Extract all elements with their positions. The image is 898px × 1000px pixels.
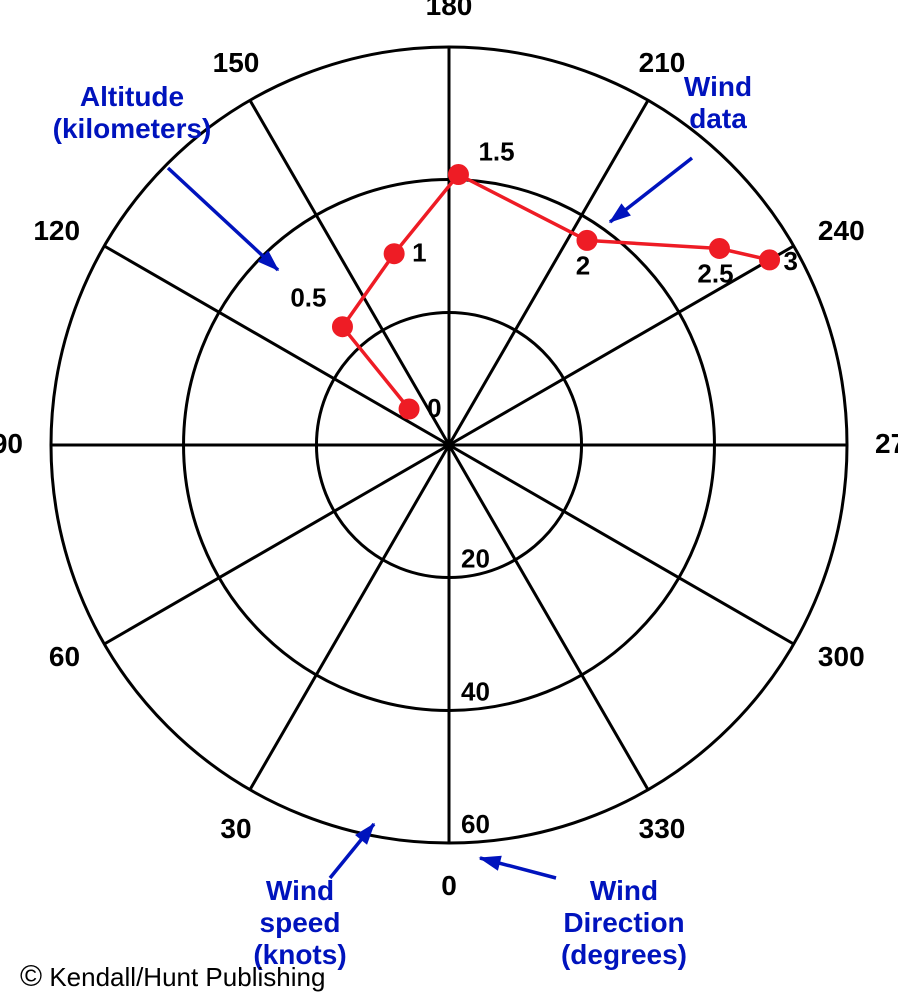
annotation-altitude-text: (kilometers) bbox=[53, 113, 212, 144]
ring-label: 60 bbox=[461, 809, 490, 839]
spoke bbox=[449, 246, 794, 445]
annotation-wind-direction: WindDirection(degrees) bbox=[480, 856, 687, 970]
ring-label: 20 bbox=[461, 544, 490, 574]
copyright-group: © Kendall/Hunt Publishing bbox=[20, 960, 325, 993]
data-point bbox=[384, 244, 404, 264]
polar-plot-svg: 0306090120150180210240270300330 204060 0… bbox=[0, 0, 898, 1000]
ring-label-group: 20 40 60 bbox=[461, 544, 490, 839]
angle-label: 330 bbox=[639, 813, 686, 844]
spoke bbox=[104, 445, 449, 644]
annotation-altitude-text: Altitude bbox=[80, 81, 184, 112]
angle-label: 90 bbox=[0, 428, 23, 459]
annotation-wind-speed-text: Wind bbox=[266, 875, 334, 906]
angle-label: 120 bbox=[33, 215, 80, 246]
data-point bbox=[332, 317, 352, 337]
angle-label: 300 bbox=[818, 641, 865, 672]
data-point-label: 2 bbox=[576, 250, 590, 280]
data-point-label: 0 bbox=[427, 393, 441, 423]
spoke bbox=[449, 445, 794, 644]
angle-label: 240 bbox=[818, 215, 865, 246]
angle-label: 60 bbox=[49, 641, 80, 672]
angle-label: 210 bbox=[639, 47, 686, 78]
angle-label: 30 bbox=[220, 813, 251, 844]
annotation-wind-direction-text: (degrees) bbox=[561, 939, 687, 970]
altitude-arrow-shaft bbox=[168, 168, 278, 270]
annotation-wind-direction-text: Wind bbox=[590, 875, 658, 906]
angle-label: 270 bbox=[875, 428, 898, 459]
angle-label: 0 bbox=[441, 870, 457, 901]
data-point-label: 2.5 bbox=[697, 258, 733, 288]
data-point bbox=[577, 230, 597, 250]
data-point-label: 0.5 bbox=[290, 283, 326, 313]
data-point bbox=[760, 250, 780, 270]
spoke-group bbox=[51, 47, 847, 843]
ring-label: 40 bbox=[461, 676, 490, 706]
data-point-label: 3 bbox=[784, 246, 798, 276]
wind-direction-arrow-head bbox=[480, 856, 501, 870]
spoke bbox=[449, 445, 648, 790]
data-point bbox=[448, 165, 468, 185]
annotation-wind-speed-text: speed bbox=[260, 907, 341, 938]
data-point bbox=[399, 399, 419, 419]
annotation-wind-data: Winddata bbox=[610, 71, 752, 222]
annotation-altitude: Altitude(kilometers) bbox=[53, 81, 278, 270]
spoke bbox=[104, 246, 449, 445]
data-point-label: 1.5 bbox=[478, 137, 514, 167]
spoke bbox=[250, 445, 449, 790]
angle-label: 180 bbox=[426, 0, 473, 21]
annotation-wind-data-text: Wind bbox=[684, 71, 752, 102]
annotation-wind-direction-text: Direction bbox=[563, 907, 684, 938]
angle-label: 150 bbox=[213, 47, 260, 78]
data-point-label: 1 bbox=[412, 238, 426, 268]
spoke bbox=[250, 100, 449, 445]
copyright-text: © Kendall/Hunt Publishing bbox=[20, 960, 325, 993]
annotation-wind-data-text: data bbox=[689, 103, 747, 134]
annotation-wind-speed: Windspeed(knots) bbox=[253, 824, 374, 970]
data-point bbox=[709, 238, 729, 258]
hodograph-chart: 0306090120150180210240270300330 204060 0… bbox=[0, 0, 898, 1000]
